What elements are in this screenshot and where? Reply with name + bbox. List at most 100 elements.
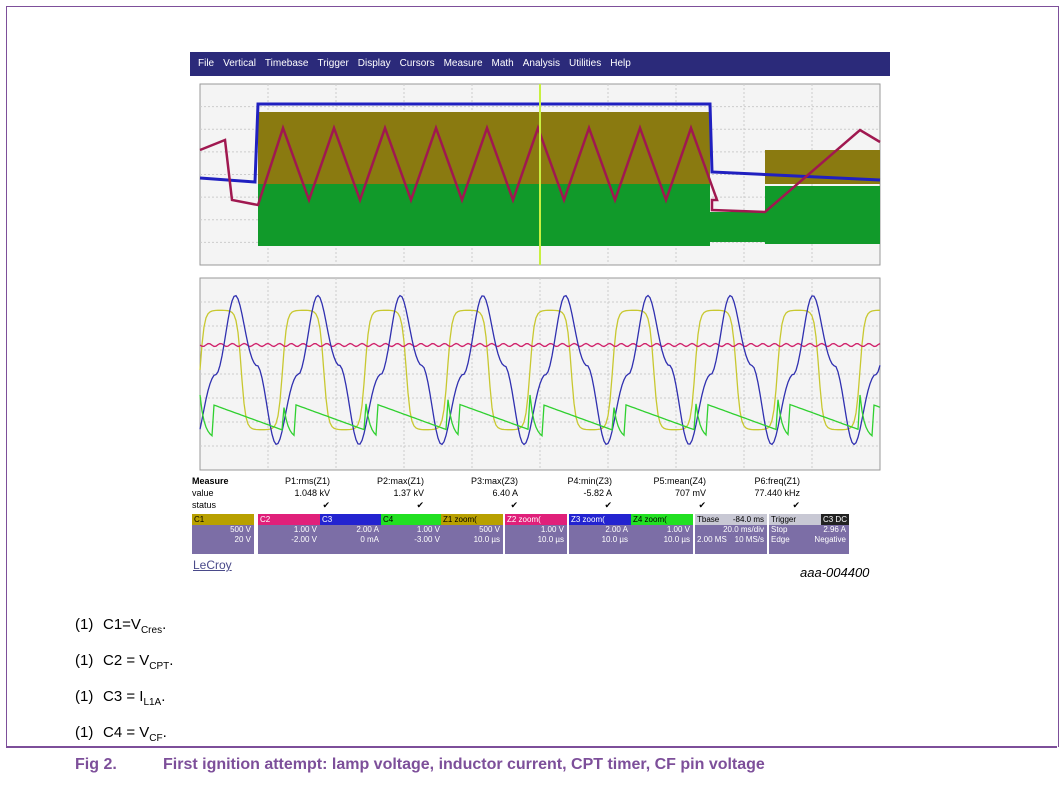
figure-id: aaa-004400	[800, 565, 869, 580]
trigger-slope: Negative	[814, 535, 846, 545]
c4-fill	[710, 212, 765, 242]
channel-value: 0 mA	[320, 535, 379, 545]
note-main: C4 = V	[103, 724, 149, 741]
measure-status: ✔	[510, 500, 518, 511]
timebase-delay: -84.0 ms	[733, 514, 767, 525]
channel-value: 1.00 V	[505, 525, 564, 535]
note-main: C2 = V	[103, 652, 149, 669]
measure-name: P5:mean(Z4)	[653, 476, 706, 486]
channel-name: C2	[258, 514, 320, 525]
measure-value: 77.440 kHz	[754, 488, 800, 498]
channel-value: 500 V	[441, 525, 500, 535]
trigger-kind: Edge	[771, 535, 790, 545]
caption-text: First ignition attempt: lamp voltage, in…	[163, 756, 765, 774]
c4-fill	[765, 186, 880, 244]
row-label: status	[192, 500, 216, 510]
measure-value: 6.40 A	[492, 488, 518, 498]
measure-value: -5.82 A	[583, 488, 612, 498]
channel-box: Z1 zoom(500 V10.0 µs	[441, 514, 503, 554]
timebase-head: Tbase -84.0 ms	[695, 514, 767, 525]
channel-value: -2.00 V	[258, 535, 317, 545]
note-text: C3 = IL1A.	[103, 688, 165, 708]
channel-name: C1	[192, 514, 254, 525]
row-label: value	[192, 488, 214, 498]
channel-value: 20 V	[192, 535, 251, 545]
note-text: C4 = VCF.	[103, 724, 167, 744]
trigger-level: 2.96 A	[823, 525, 846, 535]
measure-status: ✔	[322, 500, 330, 511]
channel-box: Z4 zoom(1.00 V10.0 µs	[631, 514, 693, 554]
note-end: .	[169, 652, 173, 669]
measure-value: 707 mV	[675, 488, 706, 498]
measure-name: P2:max(Z1)	[377, 476, 424, 486]
note-text: C1=VCres.	[103, 616, 166, 636]
measure-value: 1.048 kV	[294, 488, 330, 498]
measure-status: ✔	[792, 500, 800, 511]
note-number: (1)	[75, 652, 93, 669]
measure-value: 1.37 kV	[393, 488, 424, 498]
measure-name: P4:min(Z3)	[567, 476, 612, 486]
measure-status: ✔	[698, 500, 706, 511]
channel-value: 500 V	[192, 525, 251, 535]
note-number: (1)	[75, 724, 93, 741]
channel-body: 1.00 V-2.00 V	[258, 525, 320, 554]
channel-value: 10.0 µs	[569, 535, 628, 545]
trigger-row: Edge Negative	[769, 535, 846, 545]
page: FileVerticalTimebaseTriggerDisplayCursor…	[0, 0, 1063, 789]
measure-name: P1:rms(Z1)	[285, 476, 330, 486]
trigger-name: Trigger	[771, 514, 796, 525]
note-text: C2 = VCPT.	[103, 652, 173, 672]
measure-title: Measure	[192, 476, 229, 486]
timebase-rate: 10 MS/s	[735, 535, 764, 545]
note-number: (1)	[75, 688, 93, 705]
channel-value: 1.00 V	[381, 525, 440, 535]
channel-name: Z3 zoom(	[569, 514, 631, 525]
timebase-div: 20.0 ms/div	[695, 525, 764, 535]
channel-value: 10.0 µs	[441, 535, 500, 545]
note-sub: CF	[149, 733, 162, 744]
channel-value: 2.00 A	[569, 525, 628, 535]
channel-value: 1.00 V	[631, 525, 690, 535]
c4-fill	[258, 184, 710, 246]
channel-value: 2.00 A	[320, 525, 379, 535]
timebase-name: Tbase	[697, 514, 719, 525]
channel-value: 10.0 µs	[631, 535, 690, 545]
note-sub: Cres	[141, 625, 162, 636]
channel-value: 10.0 µs	[505, 535, 564, 545]
channel-name: C3	[320, 514, 382, 525]
note-main: C1=V	[103, 616, 141, 633]
channel-name: Z2 zoom(	[505, 514, 567, 525]
note-number: (1)	[75, 616, 93, 633]
channel-name: Z1 zoom(	[441, 514, 503, 525]
note-sub: L1A	[143, 697, 161, 708]
measure-name: P6:freq(Z1)	[754, 476, 800, 486]
note-end: .	[162, 616, 166, 633]
measure-name: P3:max(Z3)	[471, 476, 518, 486]
measure-status: ✔	[604, 500, 612, 511]
channel-body: 1.00 V-3.00 V	[381, 525, 443, 554]
note-end: .	[161, 688, 165, 705]
channel-value: 1.00 V	[258, 525, 317, 535]
note-sub: CPT	[149, 661, 169, 672]
channel-name: Z4 zoom(	[631, 514, 693, 525]
channel-box: C1500 V20 V	[192, 514, 254, 554]
note-end: .	[163, 724, 167, 741]
measure-status: ✔	[416, 500, 424, 511]
timebase-body: 20.0 ms/div2.00 MS10 MS/s	[695, 525, 767, 554]
